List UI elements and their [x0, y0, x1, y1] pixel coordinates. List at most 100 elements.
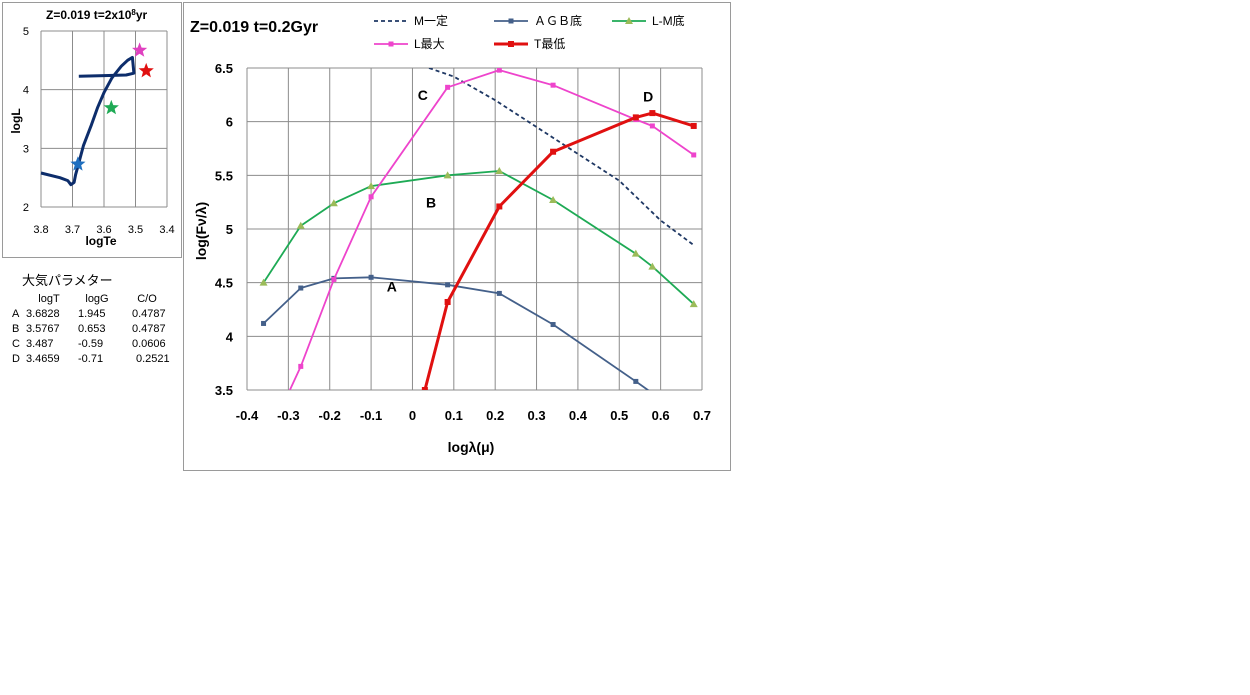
sed-y-tick-label: 5.5 — [215, 168, 233, 183]
value-logg: -0.71 — [78, 353, 104, 365]
sed-x-tick-label: -0.3 — [277, 408, 299, 423]
series-point — [367, 182, 376, 190]
sed-x-tick-label: 0.7 — [693, 408, 711, 423]
hr-star-marker-c — [132, 42, 148, 57]
annotation-label-c: C — [418, 87, 428, 103]
sed-x-tick-label: -0.1 — [360, 408, 382, 423]
series-point — [496, 68, 502, 73]
hr-y-tick-label: 3 — [23, 143, 29, 155]
hr-x-axis-label: logTe — [85, 234, 116, 248]
sed-x-tick-label: 0.3 — [528, 408, 546, 423]
series-point — [421, 387, 428, 390]
legend-marker — [625, 17, 633, 24]
legend-marker — [508, 41, 514, 47]
sed-chart: Z=0.019 t=0.2Gyr M一定 ＡＧＢ底 L-M底 L最大 T最低 -0.4 -… — [190, 13, 711, 455]
series-point — [691, 152, 697, 158]
value-logg: 1.945 — [78, 308, 106, 320]
hr-title-exponent: 8 — [131, 8, 136, 17]
series-point — [550, 82, 556, 88]
series-point — [443, 171, 452, 179]
sed-x-tick-label: 0.2 — [486, 408, 504, 423]
series-5 — [421, 110, 697, 390]
series-point — [259, 278, 268, 286]
series-point — [331, 276, 337, 282]
row-label: D — [12, 353, 20, 365]
value-logt: 3.5767 — [26, 323, 60, 335]
series-line — [423, 111, 695, 390]
series-1 — [428, 68, 695, 246]
hr-title-main: Z=0.019 t=2x10 — [46, 8, 132, 22]
series-line — [262, 170, 695, 305]
row-label: A — [12, 308, 20, 320]
column-header-logt: logT — [38, 293, 60, 305]
series-line — [262, 276, 650, 390]
series-point — [298, 363, 304, 369]
value-logt: 3.487 — [26, 338, 54, 350]
hr-star-marker-d — [138, 62, 154, 78]
hr-evolution-track — [40, 55, 136, 187]
series-point — [649, 110, 656, 117]
atmosphere-parameters: 大気パラメター logT logG C/O A 3.6828 1.945 0.4… — [12, 270, 182, 368]
series-point — [631, 249, 640, 257]
legend-label: M一定 — [414, 13, 448, 28]
sed-x-tick-label: 0.6 — [652, 408, 670, 423]
series-point — [261, 320, 267, 326]
hr-x-tick-label: 3.4 — [159, 224, 174, 236]
sed-y-tick-label: 6.5 — [215, 61, 233, 76]
hr-diagram-chart: Z=0.019 t=2x108yr 3.8 3.7 3.6 3.5 3.4 2 3 4 5 lo… — [9, 8, 175, 248]
parameters-row-b: B 3.5767 0.653 0.4787 — [12, 323, 172, 338]
sed-y-tick-label: 4.5 — [215, 276, 233, 291]
parameters-header-row: logT logG C/O — [12, 293, 172, 308]
value-logt: 3.4659 — [26, 353, 60, 365]
value-co: 0.4787 — [132, 323, 166, 335]
series-point — [496, 203, 503, 210]
hr-y-tick-label: 2 — [23, 202, 29, 214]
sed-x-tick-label: 0.4 — [569, 408, 588, 423]
hr-chart-title: Z=0.019 t=2x108yr — [46, 8, 148, 22]
sed-y-tick-label: 3.5 — [215, 383, 233, 398]
legend-label: L-M底 — [652, 13, 685, 28]
legend-marker — [508, 18, 514, 24]
hr-x-tick-label: 3.8 — [33, 224, 48, 236]
hr-diagram-panel: Z=0.019 t=2x108yr 3.8 3.7 3.6 3.5 3.4 2 3 4 5 lo… — [2, 2, 182, 258]
column-header-co: C/O — [137, 293, 157, 305]
hr-y-tick-label: 5 — [23, 26, 29, 38]
series-point — [632, 114, 639, 121]
sed-x-tick-label: 0.5 — [610, 408, 628, 423]
series-3 — [259, 167, 698, 308]
series-point — [496, 290, 502, 296]
series-point — [633, 378, 639, 384]
annotation-label-d: D — [643, 88, 653, 104]
sed-chart-panel: Z=0.019 t=0.2Gyr M一定 ＡＧＢ底 L-M底 L最大 T最低 -0.4 -… — [183, 2, 731, 471]
parameters-row-d: D 3.4659 -0.71 0.2521 — [12, 353, 172, 368]
series-point — [368, 274, 374, 280]
value-co: 0.4787 — [132, 308, 166, 320]
sed-chart-title: Z=0.019 t=0.2Gyr — [190, 19, 318, 36]
hr-star-marker-b — [103, 99, 119, 115]
legend-marker — [388, 41, 394, 47]
sed-y-tick-label: 4 — [226, 329, 234, 344]
hr-star-marker-a — [70, 156, 86, 171]
series-2 — [261, 274, 650, 390]
series-line — [288, 69, 695, 390]
parameters-title: 大気パラメター — [22, 273, 113, 288]
row-label: B — [12, 323, 20, 335]
sed-x-tick-label: -0.4 — [236, 408, 259, 423]
sed-y-axis-label: log(Fν/λ) — [193, 202, 209, 260]
value-co: 0.2521 — [136, 353, 170, 365]
series-point — [550, 148, 557, 155]
series-point — [445, 84, 451, 90]
series-line — [428, 68, 695, 246]
hr-x-tick-label: 3.7 — [65, 224, 80, 236]
series-point — [444, 298, 451, 305]
annotation-label-b: B — [426, 195, 436, 211]
column-header-logg: logG — [85, 293, 109, 305]
series-point — [690, 122, 697, 129]
series-point — [549, 196, 558, 204]
sed-y-tick-label: 5 — [226, 222, 233, 237]
sed-x-tick-label: 0 — [409, 408, 416, 423]
sed-x-tick-label: -0.2 — [319, 408, 341, 423]
series-point — [649, 123, 655, 129]
annotation-label-a: A — [387, 278, 397, 294]
series-point — [689, 300, 698, 308]
